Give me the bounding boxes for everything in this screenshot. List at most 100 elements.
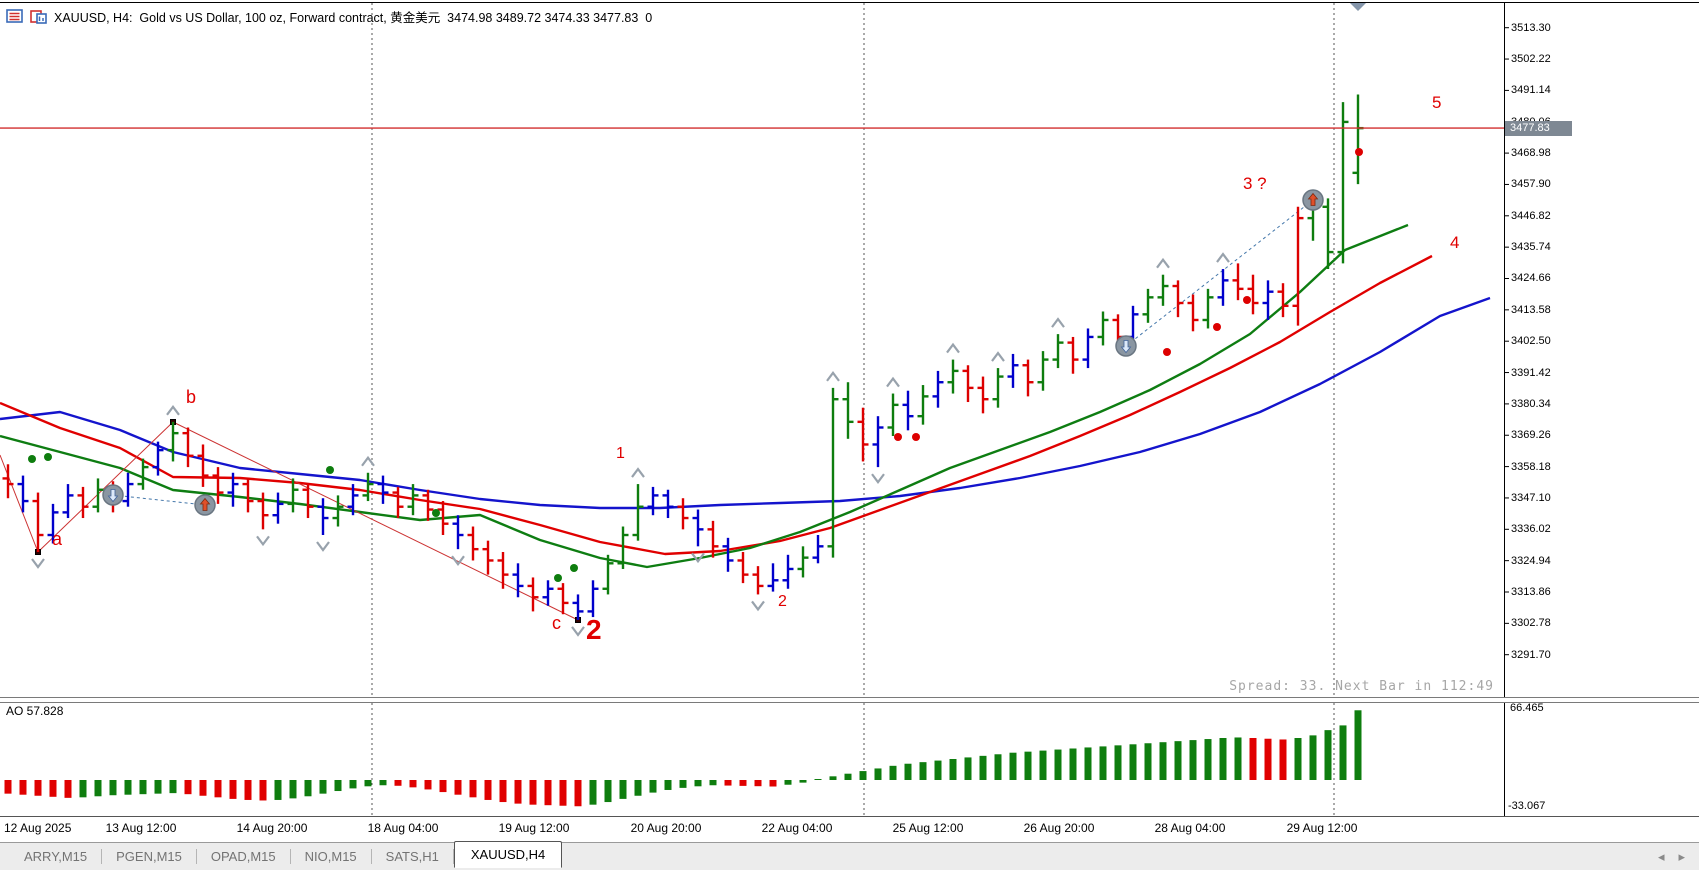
price-tick-label: 3502.22 [1511,53,1551,66]
time-axis-label: 13 Aug 12:00 [105,821,177,835]
annotation-label-4: 2 [586,614,602,645]
tab-nio-m15[interactable]: NIO,M15 [304,849,357,864]
annotation-label-6: 2 [778,593,787,610]
time-axis-label: 22 Aug 04:00 [761,821,833,835]
tab-separator [370,849,372,864]
fractal-up-icon [1216,252,1230,263]
red-signal-dot [1163,348,1171,356]
tabs-scroll-left-button[interactable]: ◂ [1657,848,1665,864]
green-signal-dot [28,455,36,463]
zigzag-line [0,421,579,621]
price-tick-label: 3358.18 [1511,460,1551,473]
tab-sats-h1[interactable]: SATS,H1 [385,849,439,864]
spread-status: Spread: 33. Next Bar in 112:49 [1229,679,1494,694]
annotation-label-8: 5 [1432,93,1442,112]
quotes-grid-icon[interactable] [6,9,24,24]
price-tick-label: 3380.34 [1511,397,1551,410]
tab-opad-m15[interactable]: OPAD,M15 [210,849,276,864]
price-tick-label: 3435.74 [1511,241,1551,254]
fractal-up-icon [1051,317,1065,328]
fractal-up-icon [886,376,900,388]
red-signal-dot [912,433,920,441]
price-tick-label: 3513.30 [1511,21,1551,34]
ao-histogram [4,710,1362,807]
annotation-label-7: 3 ? [1243,174,1267,193]
sell-arrow-glyph [199,497,211,511]
red-signal-dot [1355,148,1363,156]
price-tick-label: 3369.26 [1511,429,1551,442]
fractal-down-icon [316,541,330,552]
tab-navigation: ◂ ▸ [1658,849,1685,865]
fractal-down-icon [691,552,705,564]
tab-xauusd-h4[interactable]: XAUUSD,H4 [453,841,563,868]
time-axis-label: 14 Aug 20:00 [236,821,308,835]
price-tick-label: 3424.66 [1511,272,1551,285]
ao-indicator-label: AO 57.828 [6,704,64,718]
ohlc-bars [2,94,1364,620]
price-tick-label: 3457.90 [1511,178,1551,191]
fractal-up-icon [1156,257,1170,269]
red-signal-dot [1243,296,1251,304]
price-tick-label: 3391.42 [1511,366,1551,379]
current-price-tag: 3477.83 [1505,120,1572,136]
annotation-label-1: a [52,529,63,549]
time-axis-label: 25 Aug 12:00 [892,821,964,835]
fractal-down-icon [451,555,465,566]
ma-fast-red [0,254,1433,556]
green-signal-dot [326,466,334,474]
green-signal-dot [432,509,440,517]
tab-separator [101,849,103,864]
panel-splitter[interactable] [0,697,1699,703]
price-tick-label: 3402.50 [1511,335,1551,348]
tab-arry-m15[interactable]: ARRY,M15 [24,849,88,864]
tab-separator [289,849,291,864]
time-axis-label: 18 Aug 04:00 [367,821,439,835]
ao-scale-max: 66.465 [1510,702,1544,714]
tab-separator [452,849,454,864]
annotation-label-3: c [552,613,561,633]
annotation-label-2: b [186,387,197,407]
buy-arrow-glyph [107,489,119,503]
annotation-label-9: 4 [1450,233,1460,252]
green-signal-dot [570,564,578,572]
price-tick-label: 3491.14 [1511,84,1551,97]
fractal-down-icon [31,558,45,569]
time-axis[interactable]: 12 Aug 2025 13 Aug 12:00 14 Aug 20:00 18 Au… [0,817,1699,841]
red-signal-dot [1213,323,1221,331]
chart-title-bar: XAUUSD, H4: Gold vs US Dollar, 100 oz, F… [6,7,652,26]
price-tick-label: 3446.82 [1511,209,1551,222]
ao-scale-min: -33.067 [1508,800,1546,812]
fractal-down-icon [571,626,585,637]
price-tick-label: 3302.78 [1511,617,1551,630]
fractal-up-icon [631,467,645,478]
annotation-label-5: 1 [616,445,625,462]
fractal-down-icon [751,600,765,612]
price-tick-label: 3347.10 [1511,491,1551,504]
red-signal-dot [894,433,902,441]
price-tick-label: 3324.94 [1511,554,1551,567]
tab-pgen-m15[interactable]: PGEN,M15 [116,849,182,864]
chart-window-icon[interactable] [30,9,48,24]
fractal-up-icon [361,455,375,467]
fractal-up-icon [991,351,1005,362]
chart-tab-bar: ARRY,M15 PGEN,M15 OPAD,M15 NIO,M15 SATS,H1 XA… [0,841,1699,870]
current-bar-top-marker [1350,3,1366,11]
fractal-down-icon [256,535,270,547]
chart-title: XAUUSD, H4: Gold vs US Dollar, 100 oz, F… [54,11,653,25]
time-axis-label: 20 Aug 20:00 [630,821,702,835]
fractal-up-icon [946,342,960,354]
chart-canvas[interactable] [0,0,1699,816]
tabs-scroll-right-button[interactable]: ▸ [1678,848,1685,864]
fractal-up-icon [166,405,180,416]
time-axis-label: 12 Aug 2025 [4,821,72,835]
price-tick-label: 3313.86 [1511,585,1551,598]
price-tick-label: 3336.02 [1511,523,1551,536]
price-tick-label: 3413.58 [1511,303,1551,316]
fractal-up-icon [826,371,840,382]
ao-panel-bottom-border [0,816,1699,817]
buy-arrow-glyph [1120,340,1132,354]
time-axis-label: 29 Aug 12:00 [1286,821,1358,835]
chart-tabs: ARRY,M15 PGEN,M15 OPAD,M15 NIO,M15 SATS,H1 XA… [10,841,563,870]
ma-slow-blue [0,296,1491,510]
